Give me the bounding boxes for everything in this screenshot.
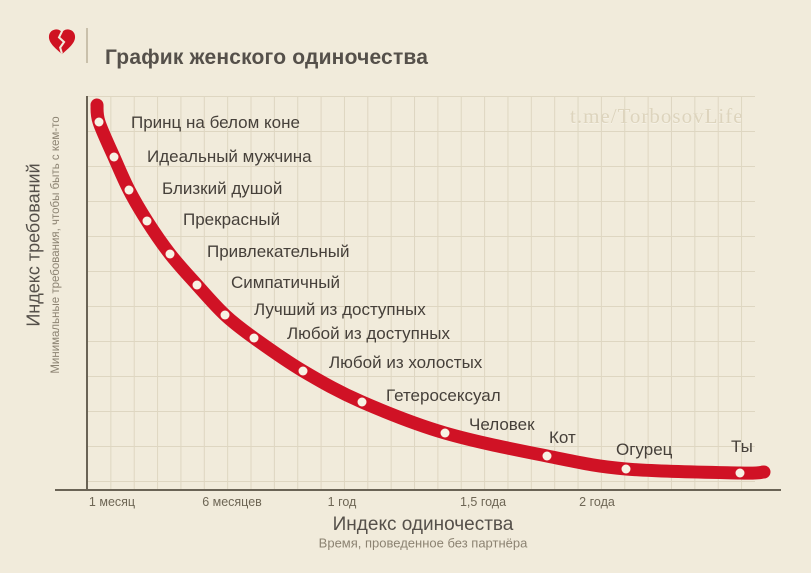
y-axis-line (86, 96, 88, 490)
point-label: Кот (549, 428, 576, 447)
broken-heart-icon (48, 29, 76, 55)
data-point-dot (142, 216, 152, 226)
point-label: Человек (469, 415, 535, 434)
data-point-dot (735, 468, 745, 478)
data-point-dot (109, 152, 119, 162)
heart-crack (57, 30, 66, 54)
x-tick-label: 1,5 года (459, 495, 507, 509)
x-tick-label: 1 год (327, 495, 357, 509)
point-label: Любой из холостых (329, 353, 483, 372)
x-tick-label: 2 года (579, 495, 615, 509)
data-point-dot (298, 366, 308, 376)
header-divider (86, 28, 88, 63)
data-point-dot (621, 464, 631, 474)
point-label: Идеальный мужчина (147, 147, 312, 166)
data-point-dot (542, 451, 552, 461)
point-label: Принц на белом коне (131, 113, 300, 132)
x-axis-line (55, 489, 781, 491)
x-axis-subtitle: Время, проведенное без партнёра (318, 535, 528, 551)
data-point-dot (220, 310, 230, 320)
data-point-dot (124, 185, 134, 195)
data-point-dot (440, 428, 450, 438)
x-tick-label: 1 месяц (88, 495, 136, 509)
data-point-dot (249, 333, 259, 343)
page-title: График женского одиночества (105, 46, 429, 70)
data-point-dot (192, 280, 202, 290)
y-axis-subtitle: Минимальные требования, чтобы быть с кем… (50, 116, 62, 374)
point-label: Лучший из доступных (254, 300, 426, 319)
x-axis-title: Индекс одиночества (332, 514, 514, 535)
data-point-dot (357, 397, 367, 407)
point-label: Близкий душой (162, 179, 283, 198)
point-label: Любой из доступных (287, 324, 450, 343)
point-label: Прекрасный (183, 210, 281, 229)
point-label: Симпатичный (231, 273, 340, 292)
y-axis-title: Индекс требований (23, 163, 44, 327)
data-point-dot (94, 117, 104, 127)
point-label: Ты (731, 437, 753, 456)
point-label: Огурец (616, 440, 673, 459)
heart-shape (48, 29, 76, 55)
point-label: Привлекательный (207, 242, 350, 261)
x-tick-label: 6 месяцев (202, 495, 262, 509)
point-label: Гетеросексуал (386, 386, 501, 405)
data-point-dot (165, 249, 175, 259)
